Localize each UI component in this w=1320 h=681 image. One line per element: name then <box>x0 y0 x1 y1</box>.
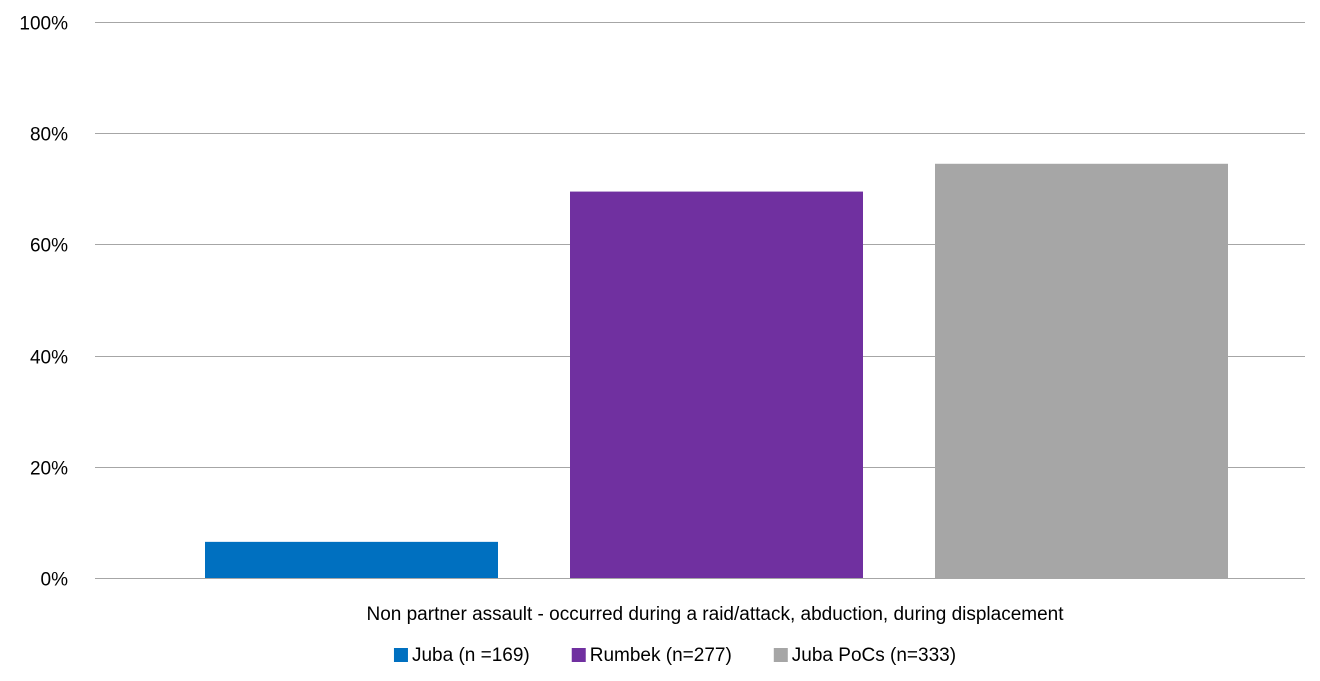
y-tick-label: 40% <box>30 348 68 369</box>
bars <box>205 163 1228 578</box>
x-axis-category-labels: Non partner assault - occurred during a … <box>366 604 1064 625</box>
legend: Juba (n =169) Rumbek (n=277) Juba PoCs (n=… <box>393 645 956 666</box>
y-axis-tick-labels: 0% 20% 40% 60% 80% 100% <box>19 14 68 591</box>
y-tick-label: 20% <box>30 459 68 480</box>
y-tick-label: 0% <box>41 570 69 591</box>
y-tick-label: 80% <box>30 125 68 146</box>
legend-item: Juba PoCs (n=333) <box>773 645 956 666</box>
legend-label: Juba PoCs (n=333) <box>792 645 956 666</box>
x-category-label: Non partner assault - occurred during a … <box>366 604 1064 625</box>
bar-rumbek <box>570 191 863 578</box>
legend-item: Juba (n =169) <box>393 645 530 666</box>
bar-juba-pocs <box>935 163 1228 578</box>
legend-swatch <box>571 648 586 662</box>
legend-swatch <box>773 648 788 662</box>
legend-label: Juba (n =169) <box>412 645 530 666</box>
bar-juba <box>205 541 498 578</box>
y-tick-label: 100% <box>19 14 68 35</box>
legend-swatch <box>393 648 408 662</box>
legend-item: Rumbek (n=277) <box>571 645 732 666</box>
legend-label: Rumbek (n=277) <box>590 645 732 666</box>
y-tick-label: 60% <box>30 236 68 257</box>
